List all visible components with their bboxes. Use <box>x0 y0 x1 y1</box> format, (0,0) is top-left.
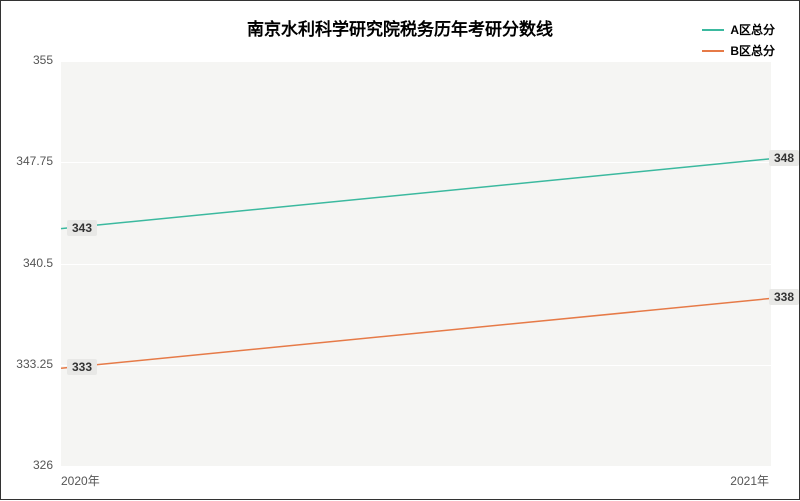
line-series-svg <box>1 1 800 501</box>
line-series-b <box>61 298 771 368</box>
data-label: 348 <box>769 150 799 166</box>
line-series-a <box>61 159 771 229</box>
data-label: 343 <box>67 220 97 236</box>
data-label: 338 <box>769 289 799 305</box>
chart-container: 南京水利科学研究院税务历年考研分数线 A区总分 B区总分 326333.2534… <box>0 0 800 500</box>
data-label: 333 <box>67 359 97 375</box>
